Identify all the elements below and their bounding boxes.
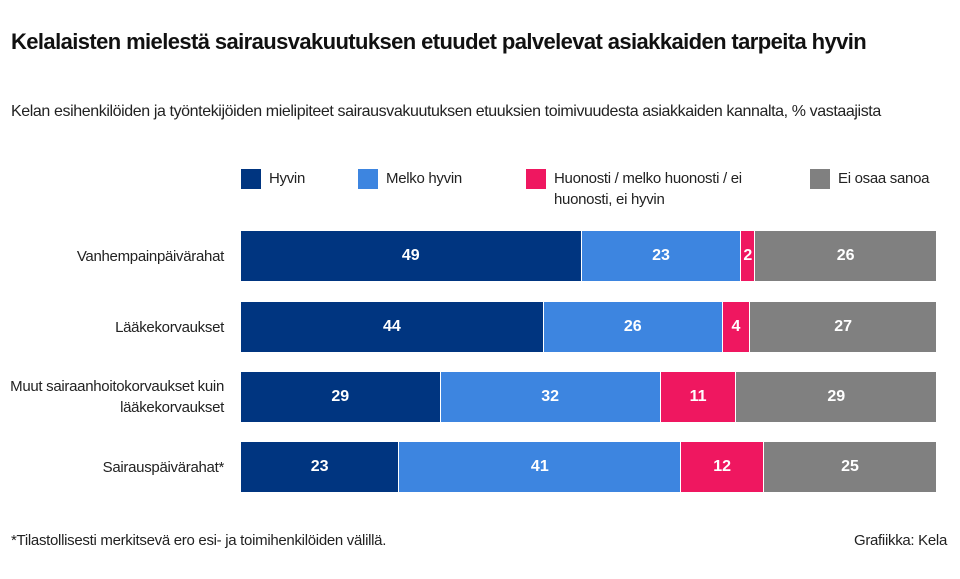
bar-segment: 2 [741, 231, 756, 281]
legend-item: Huonosti / melko huonosti / ei huonosti,… [526, 168, 776, 210]
bar-segment: 32 [440, 372, 661, 422]
category-label: Sairauspäivärahat* [102, 458, 225, 476]
bar-segment: 23 [241, 442, 400, 492]
data-label: 49 [401, 247, 420, 264]
bar-segment: 41 [399, 442, 682, 492]
data-label: 23 [310, 458, 329, 475]
data-label: 44 [382, 318, 401, 335]
legend-label: Melko hyvin [386, 170, 462, 187]
bar-segment: 49 [241, 231, 582, 281]
data-label: 29 [331, 388, 350, 405]
bar-segment: 4 [722, 302, 751, 352]
legend-swatch [810, 169, 830, 189]
legend-swatch [526, 169, 546, 189]
chart-subtitle: Kelan esihenkilöiden ja työntekijöiden m… [11, 103, 881, 120]
data-label: 23 [652, 247, 670, 264]
bar-segment: 23 [581, 231, 742, 281]
data-label: 29 [827, 388, 846, 405]
data-label: 27 [834, 318, 852, 335]
legend-item: Melko hyvin [358, 168, 518, 189]
legend-label: Ei osaa sanoa [838, 170, 930, 187]
legend-swatch [358, 169, 378, 189]
bar-segment: 29 [736, 372, 936, 422]
bar-segment: 29 [241, 372, 441, 422]
category-label: Muut sairaanhoitokorvaukset kuin lääkeko… [10, 378, 224, 416]
bar-segment: 27 [750, 302, 936, 352]
bar-segment: 25 [763, 442, 936, 492]
data-label: 26 [836, 247, 855, 264]
bar-segment: 11 [660, 372, 737, 422]
category-label: Lääkekorvaukset [115, 318, 224, 336]
chart-title: Kelalaisten mielestä sairausvakuutuksen … [11, 29, 867, 54]
data-label: 25 [841, 458, 859, 475]
category-label: Vanhempainpäivärahat [76, 247, 224, 265]
data-label: 41 [530, 458, 549, 475]
data-label: 4 [731, 318, 741, 335]
data-label: 12 [713, 458, 732, 475]
legend-label: Huonosti / melko huonosti / ei huonosti,… [554, 170, 742, 208]
data-label: 26 [623, 318, 642, 335]
legend-item: Hyvin [241, 168, 351, 189]
bar-segment: 26 [543, 302, 723, 352]
bar-segment: 44 [241, 302, 544, 352]
footnote: *Tilastollisesti merkitsevä ero esi- ja … [11, 532, 387, 549]
legend-label: Hyvin [269, 170, 306, 187]
legend-swatch [241, 169, 261, 189]
credit: Grafiikka: Kela [853, 532, 947, 549]
bar-segment: 12 [681, 442, 764, 492]
data-label: 2 [743, 247, 753, 264]
legend-item: Ei osaa sanoa [810, 168, 950, 189]
data-label: 11 [689, 388, 707, 405]
data-label: 32 [541, 388, 560, 405]
bar-segment: 26 [755, 231, 936, 281]
